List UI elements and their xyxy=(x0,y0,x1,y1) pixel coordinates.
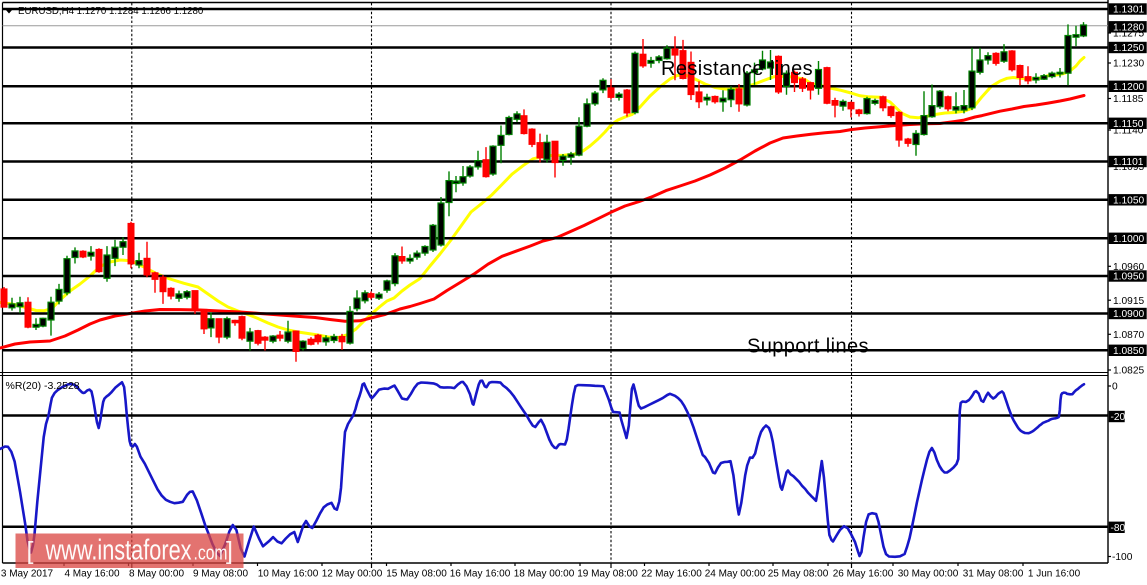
svg-text:1 Jun 16:00: 1 Jun 16:00 xyxy=(1028,569,1081,580)
svg-text:-20: -20 xyxy=(1111,412,1126,423)
svg-text:1.1150: 1.1150 xyxy=(1113,119,1144,130)
svg-text:16 May 16:00: 16 May 16:00 xyxy=(450,569,511,580)
svg-text:4 May 16:00: 4 May 16:00 xyxy=(64,569,119,580)
svg-text:[: [ xyxy=(27,537,34,565)
svg-text:3 May 2017: 3 May 2017 xyxy=(1,569,54,580)
svg-text:1.1140: 1.1140 xyxy=(1113,126,1144,137)
svg-text:%R(20) -3.2528: %R(20) -3.2528 xyxy=(6,380,80,392)
svg-text:Resistance lines: Resistance lines xyxy=(661,58,813,80)
svg-text:1.1000: 1.1000 xyxy=(1113,234,1144,245)
svg-text:1.1101: 1.1101 xyxy=(1113,157,1144,168)
svg-text:31 May 08:00: 31 May 08:00 xyxy=(963,569,1024,580)
svg-text:24 May 00:00: 24 May 00:00 xyxy=(705,569,766,580)
svg-text:1.1230: 1.1230 xyxy=(1113,59,1144,70)
svg-text:1.0915: 1.0915 xyxy=(1113,296,1144,307)
svg-text:www.instaforex: www.instaforex xyxy=(45,535,192,567)
svg-text:Support lines: Support lines xyxy=(747,336,869,358)
svg-text:1.1250: 1.1250 xyxy=(1113,43,1144,54)
svg-text:1.1200: 1.1200 xyxy=(1113,82,1144,93)
svg-text:1.0950: 1.0950 xyxy=(1113,272,1144,283)
svg-text:1.1275: 1.1275 xyxy=(1113,29,1144,40)
svg-text:8 May 00:00: 8 May 00:00 xyxy=(129,569,184,580)
svg-text:19 May 08:00: 19 May 08:00 xyxy=(577,569,638,580)
svg-text:22 May 16:00: 22 May 16:00 xyxy=(641,569,702,580)
svg-text:18 May 00:00: 18 May 00:00 xyxy=(514,569,575,580)
svg-text:1.0825: 1.0825 xyxy=(1113,366,1144,377)
svg-text:1.0900: 1.0900 xyxy=(1113,309,1144,320)
svg-text:12 May 00:00: 12 May 00:00 xyxy=(322,569,383,580)
svg-text:1.0850: 1.0850 xyxy=(1113,346,1144,357)
svg-text:1.1185: 1.1185 xyxy=(1113,94,1144,105)
svg-text:15 May 08:00: 15 May 08:00 xyxy=(386,569,447,580)
svg-text:30 May 00:00: 30 May 00:00 xyxy=(898,569,959,580)
svg-text:]: ] xyxy=(226,537,233,565)
svg-text:1.0960: 1.0960 xyxy=(1113,262,1144,273)
svg-text:-80: -80 xyxy=(1111,523,1126,534)
svg-text:1.1095: 1.1095 xyxy=(1113,162,1144,173)
svg-text:0: 0 xyxy=(1112,382,1118,393)
svg-text:.com: .com xyxy=(194,543,228,565)
svg-text:1.1280: 1.1280 xyxy=(1113,22,1144,33)
svg-text:25 May 08:00: 25 May 08:00 xyxy=(768,569,829,580)
svg-text:EURUSD,H4 1.1270 1.1284 1.126: EURUSD,H4 1.1270 1.1284 1.1266 1.1280 xyxy=(18,6,204,17)
svg-text:9 May 08:00: 9 May 08:00 xyxy=(193,569,248,580)
svg-text:1.1301: 1.1301 xyxy=(1113,5,1144,16)
svg-text:1.1050: 1.1050 xyxy=(1113,195,1144,206)
svg-text:-100: -100 xyxy=(1112,552,1133,563)
svg-text:26 May 16:00: 26 May 16:00 xyxy=(833,569,894,580)
svg-text:10 May 16:00: 10 May 16:00 xyxy=(258,569,319,580)
svg-text:1.0870: 1.0870 xyxy=(1113,330,1144,341)
